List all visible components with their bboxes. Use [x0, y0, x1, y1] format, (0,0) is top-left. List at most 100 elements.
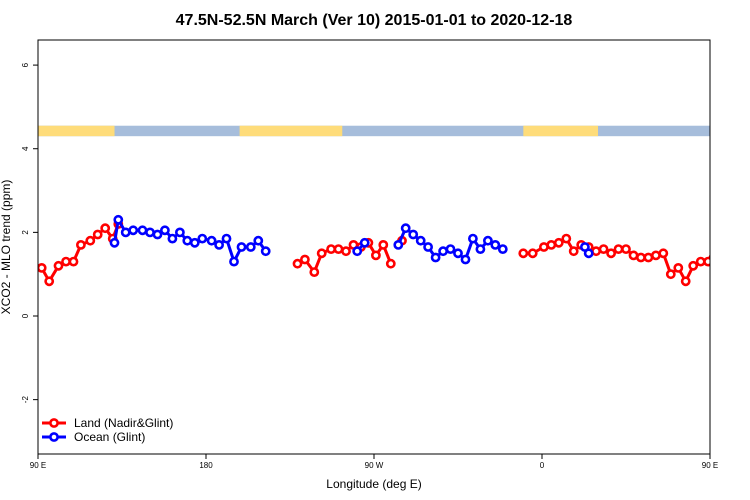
- data-point: [309, 267, 320, 277]
- data-point: [621, 244, 631, 254]
- data-point: [598, 244, 609, 254]
- data-point: [182, 235, 193, 246]
- legend-marker: [49, 418, 59, 428]
- data-point: [673, 262, 684, 273]
- data-point: [236, 242, 247, 252]
- data-point: [85, 235, 96, 246]
- data-point: [703, 256, 710, 267]
- data-point: [744, 216, 750, 223]
- strip-land-segment: [710, 126, 750, 136]
- data-point: [408, 229, 419, 240]
- data-point: [636, 252, 646, 263]
- data-point: [152, 229, 163, 240]
- data-point: [44, 276, 55, 287]
- data-point: [712, 241, 719, 248]
- data-point: [393, 239, 404, 250]
- data-point: [568, 246, 579, 257]
- data-point: [128, 225, 139, 236]
- data-point: [720, 237, 727, 244]
- legend: Land (Nadir&Glint)Ocean (Glint): [42, 416, 173, 444]
- y-tick-label: 6: [21, 62, 30, 67]
- series-layer: [38, 214, 750, 287]
- data-point: [680, 276, 691, 287]
- data-point: [658, 248, 669, 259]
- data-point: [197, 233, 208, 244]
- y-tick-label: 4: [21, 146, 30, 151]
- data-point: [316, 248, 327, 259]
- data-point: [214, 239, 224, 250]
- strip-ocean: [38, 125, 710, 137]
- x-tick-label: 90 E: [702, 461, 718, 470]
- data-point: [333, 244, 344, 254]
- x-tick-label: 90 E: [30, 461, 46, 470]
- data-point: [299, 254, 310, 265]
- data-point: [546, 239, 557, 250]
- x-axis-label: Longitude (deg E): [326, 477, 421, 491]
- data-point: [688, 260, 699, 271]
- data-point: [643, 252, 654, 263]
- data-point: [727, 231, 734, 238]
- x-tick-label: 90 W: [365, 461, 384, 470]
- x-tick-label: 180: [199, 461, 213, 470]
- data-point: [38, 263, 47, 273]
- data-point: [553, 237, 564, 248]
- data-point: [561, 233, 572, 244]
- data-point: [100, 223, 111, 234]
- data-point: [61, 256, 71, 267]
- data-point: [109, 237, 120, 248]
- data-point: [174, 227, 185, 238]
- data-point: [206, 235, 217, 246]
- data-point: [245, 242, 256, 252]
- strip-land-segment: [38, 125, 115, 137]
- data-point: [527, 248, 538, 259]
- data-point: [260, 246, 271, 257]
- strip-land-segment: [523, 125, 598, 137]
- data-point: [482, 235, 493, 246]
- data-point: [137, 225, 148, 236]
- data-point: [221, 233, 232, 244]
- data-point: [734, 225, 741, 232]
- data-point: [189, 237, 200, 248]
- data-point: [665, 269, 676, 280]
- data-point: [613, 244, 624, 254]
- legend-label: Land (Nadir&Glint): [74, 416, 173, 430]
- data-point: [460, 254, 471, 265]
- data-point: [400, 223, 411, 234]
- legend-label: Ocean (Glint): [74, 430, 145, 444]
- data-point: [490, 239, 501, 250]
- data-point: [385, 258, 396, 269]
- data-point: [583, 248, 594, 259]
- data-point: [68, 256, 79, 267]
- data-point: [423, 242, 433, 252]
- data-point: [229, 256, 239, 267]
- data-point: [253, 235, 264, 246]
- data-point: [467, 233, 478, 244]
- data-point: [518, 248, 529, 259]
- data-point: [606, 248, 616, 259]
- chart-title: 47.5N-52.5N March (Ver 10) 2015-01-01 to…: [176, 12, 573, 29]
- data-point: [120, 227, 131, 238]
- data-point: [113, 214, 124, 225]
- data-point: [415, 235, 426, 246]
- y-tick-label: 0: [21, 313, 30, 318]
- data-point: [352, 246, 363, 257]
- y-tick-label: -2: [21, 396, 30, 404]
- data-point: [475, 244, 486, 254]
- series-ocean: [109, 214, 750, 267]
- data-point: [167, 233, 178, 244]
- y-tick-label: 2: [21, 230, 30, 235]
- data-point: [742, 235, 749, 242]
- data-point: [370, 250, 381, 261]
- y-axis-label: XCO2 - MLO trend (ppm): [0, 180, 13, 315]
- data-point: [76, 239, 86, 250]
- x-tick-label: 0: [540, 461, 545, 470]
- surface-type-strip: [38, 125, 750, 137]
- series-line: [742, 220, 750, 243]
- data-point: [738, 239, 745, 246]
- strip-land-segment: [239, 125, 343, 137]
- data-point: [359, 237, 370, 248]
- y-axis: -2 0 2 4 6: [21, 62, 38, 403]
- data-point: [378, 239, 389, 250]
- data-point: [292, 258, 303, 269]
